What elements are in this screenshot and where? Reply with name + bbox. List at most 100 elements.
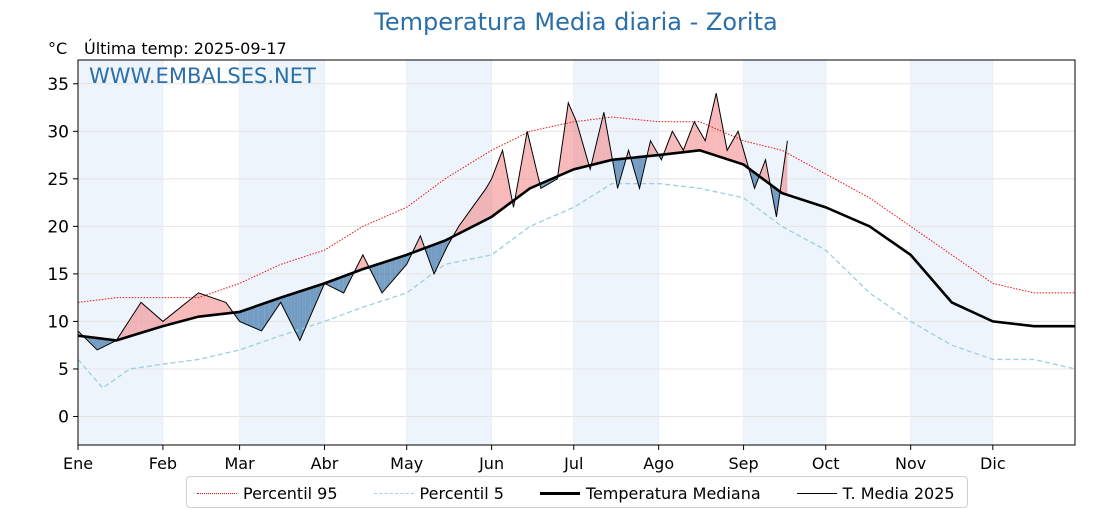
x-tick-label: Sep	[729, 454, 759, 473]
anomaly-fill-above	[529, 142, 533, 189]
anomaly-fill-above	[653, 145, 656, 156]
anomaly-fill-above	[190, 297, 194, 319]
anomaly-fill-above	[225, 302, 229, 314]
legend-item-p95: Percentil 95	[191, 484, 338, 503]
anomaly-fill-above	[697, 126, 700, 151]
anomaly-fill-below	[434, 243, 437, 274]
y-axis-unit: °C	[48, 39, 68, 58]
anomaly-fill-below	[316, 285, 320, 303]
anomaly-fill-below	[387, 260, 391, 287]
anomaly-fill-below	[335, 278, 339, 291]
series-line-p5	[77, 182, 1076, 389]
anomaly-fill-above	[472, 203, 476, 227]
x-tick-label: Ene	[63, 454, 93, 473]
anomaly-fill-below	[376, 263, 380, 288]
legend-item-2025: T. Media 2025	[791, 484, 955, 503]
anomaly-fill-above	[486, 183, 489, 220]
anomaly-fill-above	[705, 128, 708, 153]
legend-label-p95: Percentil 95	[243, 483, 338, 503]
anomaly-fill-above	[535, 165, 539, 186]
anomaly-fill-above	[494, 164, 498, 215]
watermark-text: WWW.EMBALSES.NET	[89, 64, 316, 88]
anomaly-fill-above	[223, 301, 226, 314]
anomaly-fill-above	[532, 154, 536, 188]
y-tick-label: 20	[47, 217, 69, 237]
x-tick-label: Feb	[149, 454, 177, 473]
anomaly-fill-below	[390, 259, 393, 284]
x-tick-label: Nov	[895, 454, 926, 473]
anomaly-fill-below	[428, 245, 432, 267]
anomaly-fill-below	[261, 303, 265, 331]
anomaly-fill-below	[286, 294, 289, 319]
anomaly-fill-above	[502, 150, 506, 209]
anomaly-fill-above	[140, 302, 144, 333]
anomaly-fill-above	[209, 296, 213, 316]
anomaly-fill-below	[291, 293, 295, 330]
anomaly-fill-below	[379, 262, 383, 293]
anomaly-fill-above	[184, 301, 188, 321]
anomaly-fill-above	[168, 314, 172, 325]
anomaly-fill-below	[250, 307, 254, 328]
anomaly-fill-above	[740, 140, 744, 165]
y-tick-label: 10	[47, 312, 69, 332]
anomaly-fill-above	[171, 312, 174, 324]
anomaly-fill-below	[308, 287, 311, 322]
y-tick-label: 35	[47, 75, 69, 95]
anomaly-fill-above	[154, 314, 158, 329]
anomaly-fill-above	[475, 199, 478, 226]
anomaly-fill-above	[573, 115, 577, 170]
anomaly-fill-below	[340, 276, 344, 293]
anomaly-fill-below	[245, 309, 248, 325]
anomaly-fill-below	[102, 338, 106, 348]
anomaly-fill-above	[666, 138, 670, 155]
anomaly-fill-below	[88, 337, 92, 345]
anomaly-fill-above	[524, 131, 528, 193]
anomaly-fill-above	[480, 192, 484, 223]
anomaly-fill-above	[686, 136, 689, 152]
anomaly-fill-above	[699, 131, 703, 152]
anomaly-fill-above	[735, 131, 739, 163]
anomaly-fill-above	[203, 294, 207, 317]
anomaly-fill-above	[601, 112, 604, 163]
anomaly-fill-above	[762, 159, 766, 181]
anomaly-fill-below	[266, 301, 270, 323]
anomaly-fill-above	[466, 211, 470, 230]
anomaly-fill-below	[773, 186, 777, 217]
anomaly-fill-above	[518, 161, 522, 197]
anomaly-fill-above	[508, 178, 511, 205]
anomaly-fill-below	[614, 159, 618, 189]
anomaly-fill-above	[173, 310, 177, 324]
anomaly-fill-above	[214, 298, 218, 315]
anomaly-fill-above	[691, 121, 695, 152]
anomaly-fill-above	[362, 254, 366, 270]
anomaly-fill-below	[253, 306, 257, 329]
anomaly-fill-below	[754, 172, 758, 189]
y-tick-label: 15	[47, 265, 69, 285]
x-tick-label: Oct	[812, 454, 840, 473]
anomaly-fill-above	[672, 131, 676, 154]
anomaly-fill-above	[606, 127, 610, 162]
anomaly-fill-below	[398, 256, 402, 274]
anomaly-fill-above	[713, 93, 717, 156]
legend-label-median: Temperatura Mediana	[585, 483, 761, 503]
x-tick-label: Abr	[311, 454, 339, 473]
month-band	[406, 60, 492, 445]
anomaly-fill-below	[239, 310, 243, 323]
anomaly-fill-below	[299, 290, 303, 341]
anomaly-fill-above	[729, 140, 733, 162]
anomaly-fill-below	[242, 310, 246, 324]
anomaly-fill-above	[420, 235, 424, 250]
anomaly-fill-below	[395, 257, 399, 278]
anomaly-fill-above	[710, 105, 714, 155]
anomaly-fill-above	[220, 300, 224, 315]
anomaly-fill-below	[406, 253, 410, 265]
anomaly-fill-below	[751, 170, 755, 189]
anomaly-fill-below	[269, 300, 273, 319]
anomaly-fill-below	[305, 288, 309, 328]
anomaly-fill-above	[143, 304, 147, 333]
anomaly-fill-above	[527, 131, 530, 191]
series-line-2025	[77, 93, 788, 351]
anomaly-fill-below	[445, 239, 448, 252]
anomaly-fill-below	[264, 302, 267, 327]
series-line-median	[77, 148, 1075, 342]
